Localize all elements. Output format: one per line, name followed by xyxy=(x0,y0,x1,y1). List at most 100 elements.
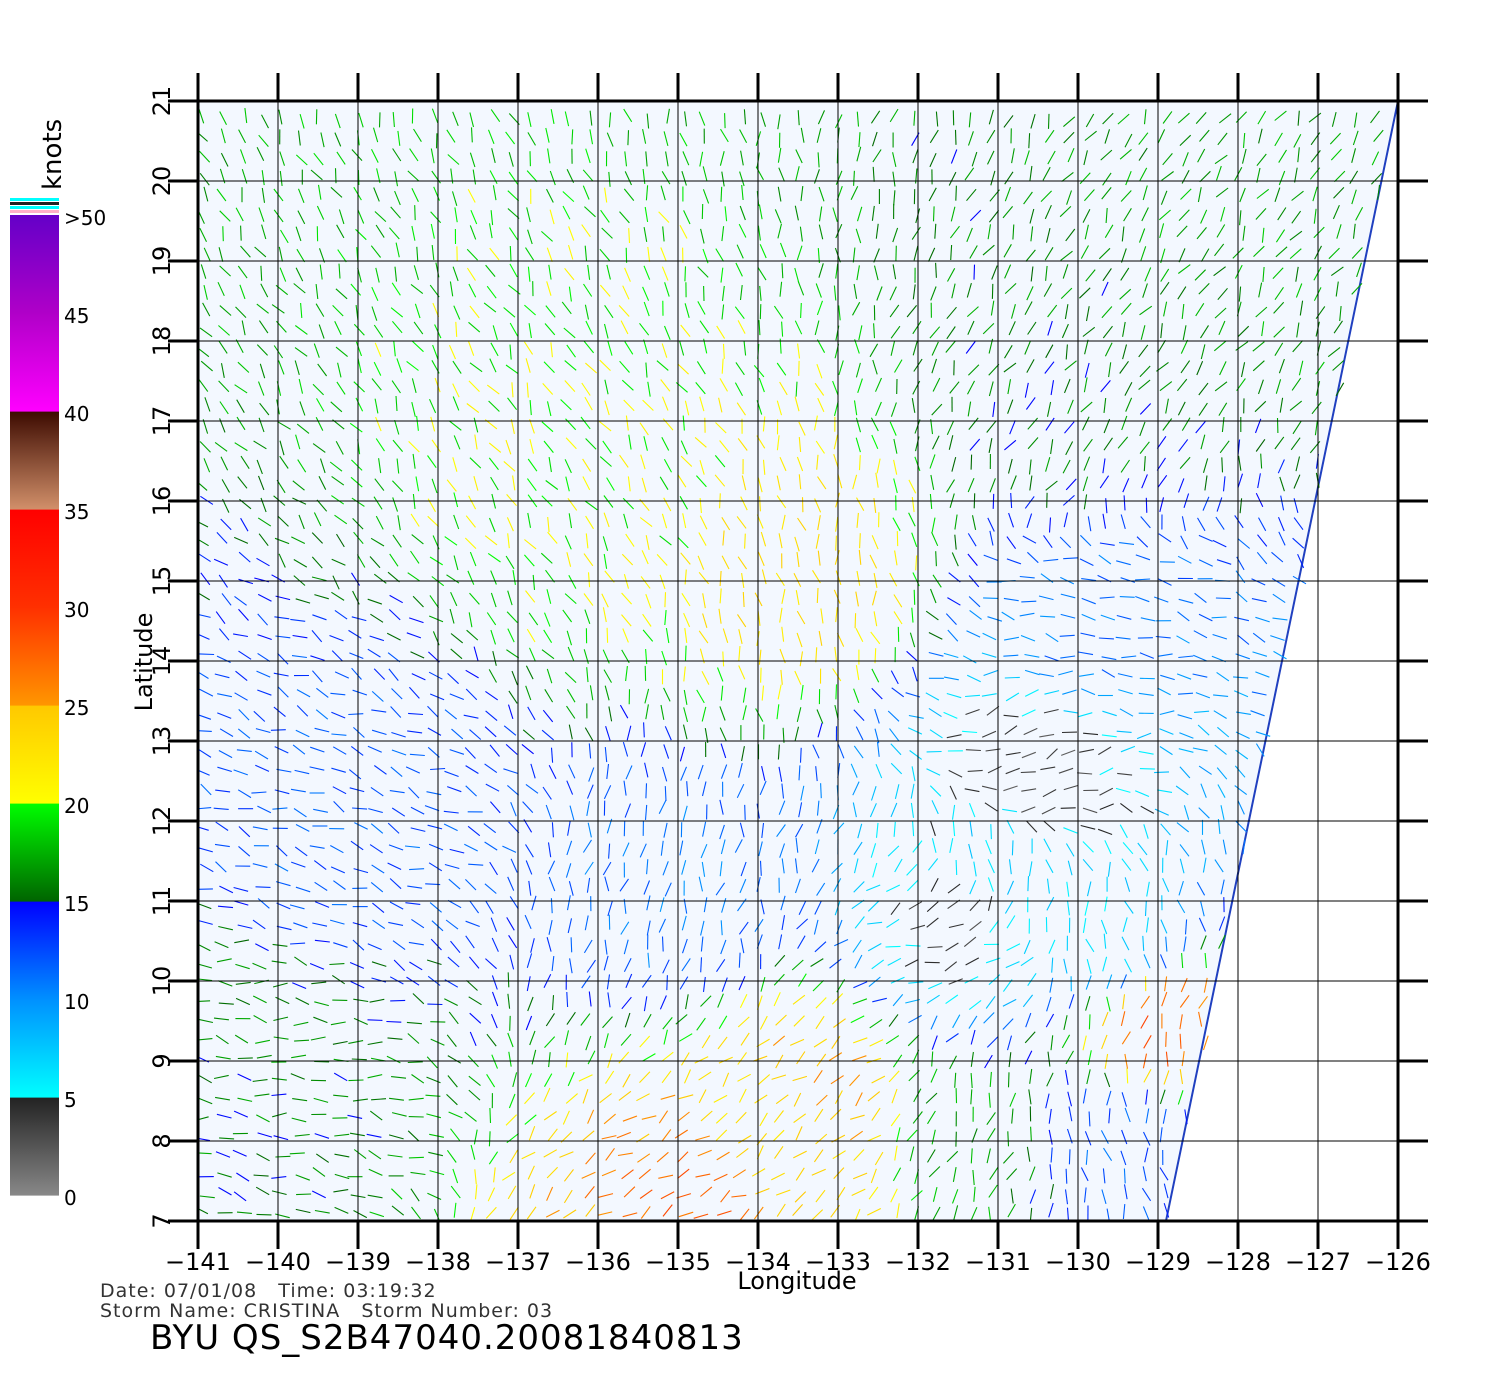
wind-vector xyxy=(816,819,823,834)
wind-vector xyxy=(507,1185,517,1200)
wind-vector xyxy=(890,402,897,417)
wind-vector xyxy=(244,108,248,124)
wind-vector xyxy=(312,383,324,396)
wind-vector xyxy=(912,320,922,335)
wind-vector xyxy=(233,886,249,892)
wind-vector xyxy=(1120,1011,1126,1027)
wind-vector xyxy=(524,1073,533,1088)
wind-vector xyxy=(662,1017,673,1030)
wind-vector xyxy=(701,671,710,685)
colorbar-tick-label: 45 xyxy=(64,304,89,328)
wind-vector xyxy=(835,535,837,551)
wind-vector xyxy=(1177,714,1193,720)
wind-vector xyxy=(1373,129,1384,142)
wind-vector xyxy=(468,996,482,1006)
wind-vector xyxy=(235,207,244,222)
wind-vector xyxy=(817,550,821,566)
wind-vector xyxy=(257,593,272,602)
wind-vector xyxy=(217,712,232,719)
wind-vector xyxy=(549,209,555,225)
wind-vector xyxy=(373,496,383,510)
wind-vector xyxy=(889,421,897,436)
wind-vector xyxy=(508,1051,512,1067)
wind-vector xyxy=(645,783,648,799)
wind-vector xyxy=(509,263,518,278)
wind-vector xyxy=(1237,325,1250,338)
wind-vector xyxy=(1049,1183,1055,1199)
wind-vector xyxy=(352,807,368,810)
wind-vector xyxy=(713,1094,728,1103)
wind-vector xyxy=(700,228,705,244)
wind-vector xyxy=(333,1094,349,1098)
wind-vector xyxy=(509,1206,519,1220)
wind-vector xyxy=(334,1206,349,1214)
wind-vector xyxy=(233,900,249,906)
wind-vector xyxy=(509,322,519,337)
wind-vector xyxy=(1196,360,1204,376)
wind-vector xyxy=(1251,691,1267,696)
wind-vector xyxy=(1004,171,1014,185)
wind-vector xyxy=(1120,248,1127,263)
wind-vector xyxy=(489,247,500,261)
wind-vector xyxy=(465,515,476,528)
wind-vector xyxy=(474,1184,478,1200)
wind-vector xyxy=(1181,953,1184,969)
wind-vector xyxy=(816,1094,828,1106)
wind-vector xyxy=(950,244,953,261)
wind-vector xyxy=(583,593,594,606)
wind-vector xyxy=(544,689,554,703)
wind-vector xyxy=(202,302,211,317)
wind-vector xyxy=(736,1147,749,1158)
wind-vector xyxy=(989,1071,992,1087)
wind-vector xyxy=(1163,1070,1170,1085)
wind-vector xyxy=(929,588,937,604)
wind-vector xyxy=(218,750,233,759)
wind-vector xyxy=(674,1129,688,1139)
wind-vector xyxy=(509,1149,519,1164)
wind-vector xyxy=(235,963,250,970)
wind-vector xyxy=(289,1152,305,1155)
wind-vector xyxy=(1047,1051,1051,1067)
wind-vector xyxy=(1067,860,1073,876)
wind-vector xyxy=(233,769,248,776)
wind-vector xyxy=(483,823,497,834)
wind-vector xyxy=(700,995,712,1007)
wind-vector xyxy=(756,1038,770,1048)
wind-vector xyxy=(643,880,651,895)
wind-vector xyxy=(932,206,935,222)
wind-vector xyxy=(1102,458,1106,474)
wind-vector xyxy=(1087,1050,1092,1066)
wind-vector xyxy=(737,614,747,628)
wind-vector xyxy=(1160,323,1163,339)
wind-vector xyxy=(1003,785,1018,792)
wind-vector xyxy=(319,264,323,280)
wind-vector xyxy=(585,533,589,549)
wind-vector xyxy=(570,937,573,953)
wind-vector xyxy=(198,552,211,563)
wind-vector xyxy=(255,1039,271,1044)
wind-vector xyxy=(1336,224,1342,239)
wind-vector xyxy=(948,769,963,778)
wind-vector xyxy=(816,300,824,316)
wind-vector xyxy=(857,378,863,393)
wind-vector xyxy=(621,614,632,627)
wind-vector xyxy=(1272,593,1286,604)
wind-vector xyxy=(567,918,573,934)
wind-vector xyxy=(1272,617,1288,621)
wind-vector xyxy=(1274,132,1283,147)
wind-vector xyxy=(742,687,747,703)
wind-vector xyxy=(292,744,306,755)
wind-vector xyxy=(795,1167,805,1181)
wind-vector xyxy=(257,689,272,696)
wind-vector xyxy=(1005,767,1020,775)
colorbar-bands xyxy=(10,198,59,1196)
wind-vector xyxy=(541,729,554,741)
wind-vector xyxy=(1279,397,1284,413)
wind-vector xyxy=(1115,636,1131,640)
wind-vector xyxy=(875,223,879,239)
wind-vector xyxy=(565,476,570,492)
wind-vector xyxy=(529,1030,536,1046)
wind-vector xyxy=(1200,783,1207,798)
wind-vector xyxy=(367,648,381,658)
